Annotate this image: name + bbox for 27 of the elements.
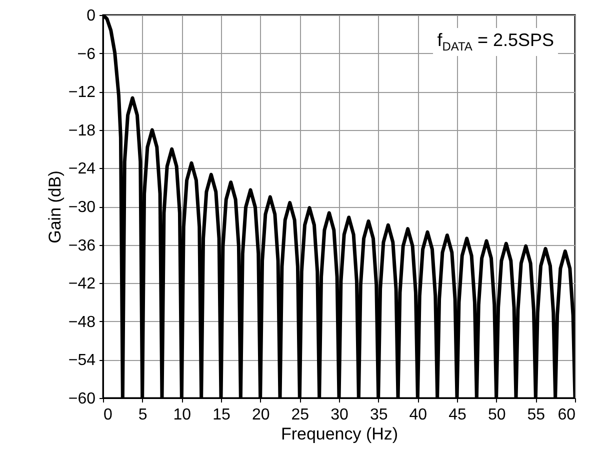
y-tick-label: −36: [68, 237, 96, 254]
x-tick-label: 15: [212, 406, 230, 424]
y-tick-label: −12: [68, 84, 96, 102]
y-axis-title: Gain (dB): [45, 170, 64, 244]
x-axis-title: Frequency (Hz): [280, 424, 398, 444]
y-tick-label: −24: [68, 160, 96, 178]
y-tick-label: −48: [68, 314, 96, 331]
x-tick-label: 35: [370, 406, 388, 424]
y-tick-label: −30: [68, 199, 96, 216]
x-tick-label: 10: [173, 406, 192, 424]
y-tick-label: −54: [68, 352, 96, 370]
x-tick-label: 50: [488, 406, 506, 424]
x-tick-label: 55: [527, 406, 546, 424]
x-tick-label: 5: [138, 406, 148, 424]
x-tick-label: 40: [409, 406, 428, 424]
x-tick-label: 0: [104, 406, 112, 424]
x-tick-label: 45: [448, 406, 466, 424]
x-tick-label: 60: [558, 406, 576, 424]
y-tick-label: −18: [68, 122, 96, 140]
y-tick-label: −42: [68, 276, 96, 293]
x-tick-label: 30: [330, 406, 348, 424]
x-tick-label: 20: [252, 406, 270, 424]
annotation: f$_{DATA}$ = 2.5SPS: [437, 30, 554, 54]
y-tick-label: −60: [68, 390, 96, 408]
x-tick-label: 25: [291, 406, 310, 424]
y-tick-label: −6: [77, 46, 96, 63]
y-tick-label: 0: [86, 8, 96, 24]
